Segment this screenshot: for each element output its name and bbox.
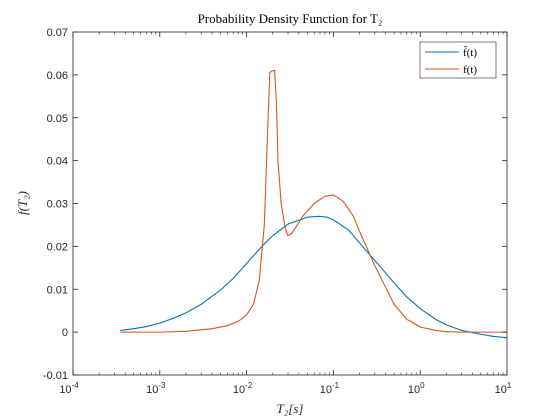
series-line-f	[120, 70, 507, 333]
y-tick-label: 0.06	[47, 70, 68, 82]
y-axis-label: f(T₂)	[15, 191, 30, 215]
legend: f̂(t) f(t)	[419, 41, 497, 79]
series-layer	[120, 70, 508, 339]
y-tick-label: -0.01	[43, 370, 68, 382]
y-tick-label: 0.05	[47, 113, 68, 125]
x-tick-label: 100	[408, 381, 425, 396]
x-tick-label: 10-1	[320, 381, 340, 396]
y-tick-label: 0.04	[47, 156, 68, 168]
y-tick-label: 0.02	[47, 241, 68, 253]
legend-box	[419, 41, 497, 79]
x-tick-label: 10-2	[233, 381, 253, 396]
legend-label-fhat: f̂(t)	[463, 45, 477, 59]
y-tick-label: 0.01	[47, 284, 68, 296]
y-tick-label: 0.07	[47, 27, 68, 39]
x-tick-label: 10-3	[146, 381, 166, 396]
series-line-fhat	[120, 215, 508, 339]
x-tick-label: 101	[495, 381, 512, 396]
legend-label-f: f(t)	[463, 64, 477, 76]
x-tick-label: 10-4	[59, 381, 79, 396]
y-tick-label: 0.03	[47, 199, 68, 211]
plot-area-background	[73, 32, 507, 375]
tick-layer: 10-4 10-3 10-2 10-1 100 101 -0.01 0 0.01 0.02 0.03…	[43, 27, 512, 396]
y-tick-label: 0	[62, 327, 68, 339]
x-axis-label: T₂[s]	[277, 401, 304, 416]
axes-box	[72, 31, 508, 376]
chart-title: Probability Density Function for T₂	[198, 11, 383, 26]
